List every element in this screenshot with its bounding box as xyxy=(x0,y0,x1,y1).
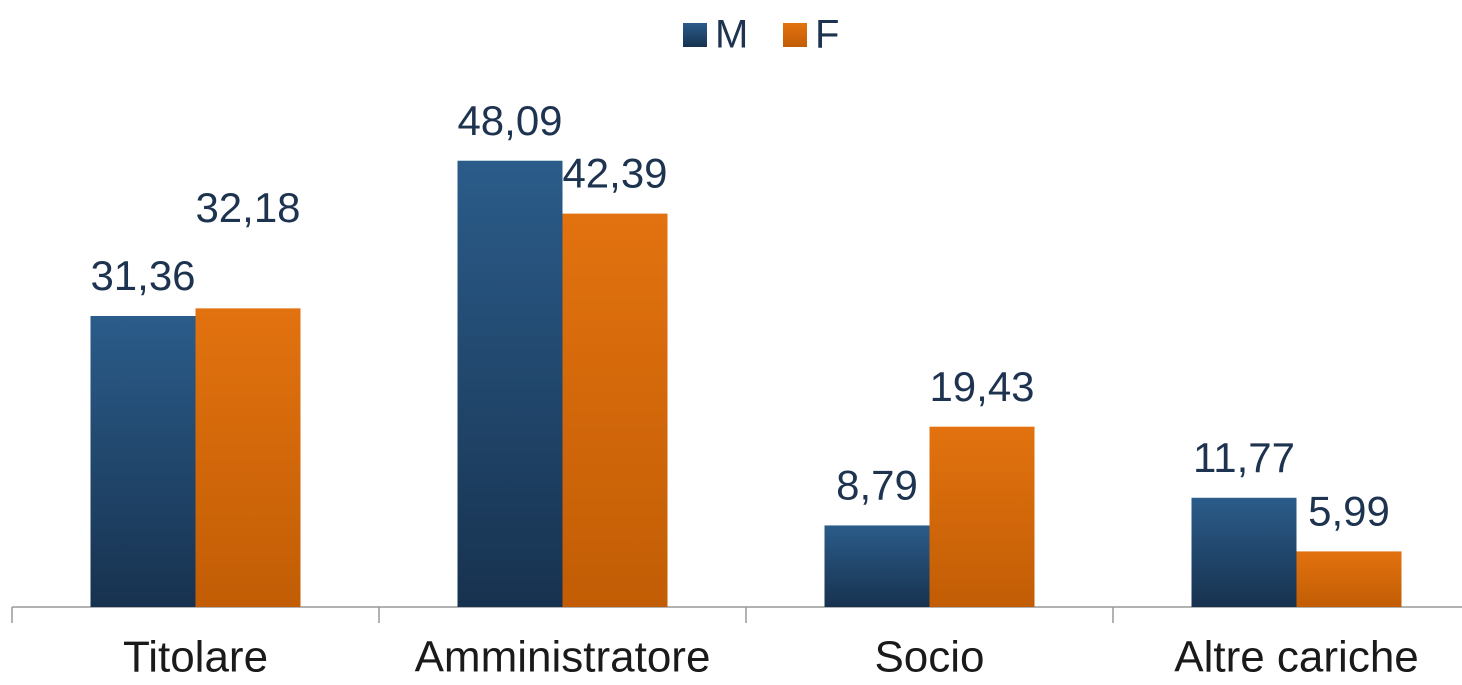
data-label: 42,39 xyxy=(562,150,667,197)
bar xyxy=(824,525,930,607)
data-label: 32,18 xyxy=(195,184,300,231)
data-label: 11,77 xyxy=(1193,434,1295,481)
bar xyxy=(562,213,668,608)
bar xyxy=(90,315,196,607)
bar xyxy=(929,426,1035,607)
x-tick-label: Socio xyxy=(874,633,984,682)
bar xyxy=(1296,551,1402,607)
x-tick-label: Altre cariche xyxy=(1174,633,1419,682)
bar xyxy=(457,160,563,607)
x-tick-label: Amministratore xyxy=(415,633,711,682)
data-label: 8,79 xyxy=(836,462,918,509)
data-label: 5,99 xyxy=(1308,488,1390,535)
bar xyxy=(195,308,301,607)
data-label: 19,43 xyxy=(929,363,1034,410)
bar xyxy=(1191,497,1297,607)
data-label: 48,09 xyxy=(457,97,562,144)
legend-label: F xyxy=(815,13,839,57)
legend-swatch xyxy=(783,23,807,47)
x-tick-label: Titolare xyxy=(123,633,268,682)
legend-swatch xyxy=(683,23,707,47)
data-label: 31,36 xyxy=(90,252,195,299)
legend-label: M xyxy=(715,13,748,57)
